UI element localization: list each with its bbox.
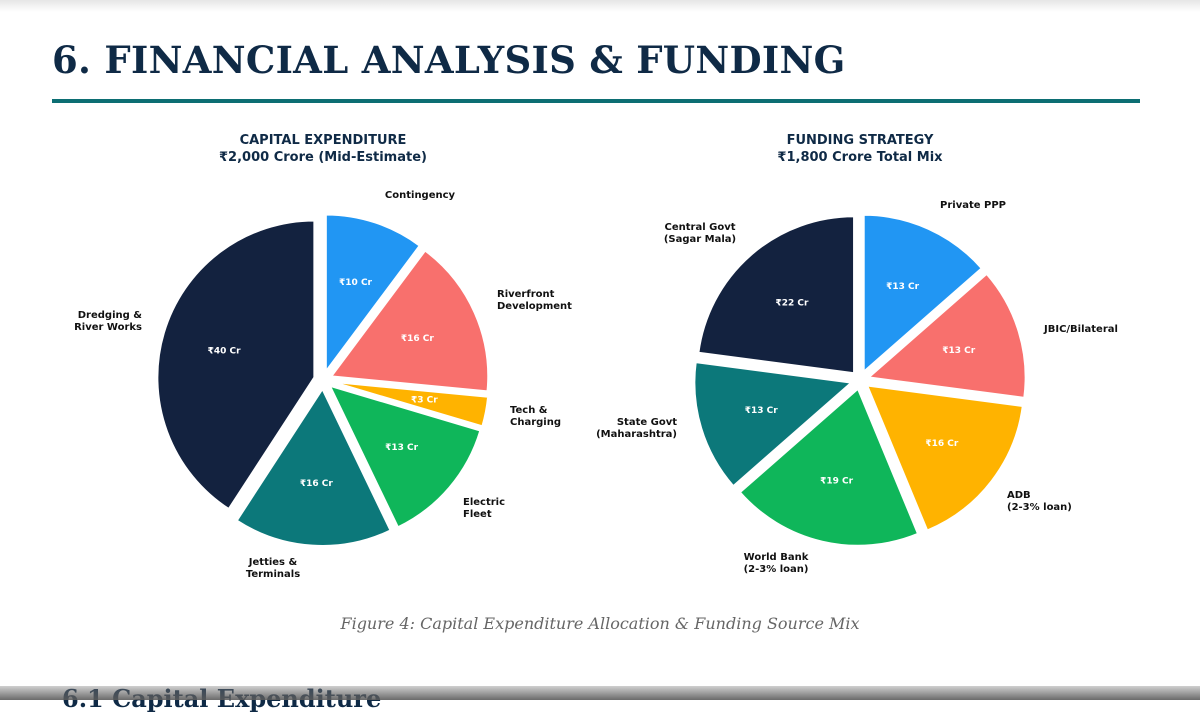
funding-category-label-world-bank-2-3-loan: World Bank (2-3% loan) <box>744 552 809 575</box>
funding-category-label-jbic-bilateral: JBIC/Bilateral <box>1043 324 1118 335</box>
funding-category-label-private-ppp: Private PPP <box>940 200 1006 211</box>
funding-slices: ₹13 Cr ₹13 Cr ₹16 Cr ₹19 Cr ₹13 Cr ₹22 Cr <box>693 213 1027 547</box>
capex-category-label-electric-fleet: Electric Fleet <box>463 497 505 520</box>
capex-slices: ₹10 Cr ₹16 Cr ₹3 Cr ₹13 Cr ₹16 Cr ₹40 Cr <box>156 213 490 547</box>
funding-labels: Private PPP JBIC/Bilateral ADB (2-3% loan) W… <box>596 200 1118 575</box>
funding-value-label-state-govt-maharashtra: ₹13 Cr <box>745 406 779 416</box>
page-title: 6. FINANCIAL ANALYSIS & FUNDING <box>52 38 846 82</box>
capex-slice-tech-charging <box>331 380 490 428</box>
capex-pie-chart: CAPITAL EXPENDITURE ₹2,000 Crore (Mid-Es… <box>74 133 572 580</box>
capex-labels: Contingency Riverfront Development Tech & Ch… <box>74 190 572 580</box>
capex-value-label-electric-fleet: ₹13 Cr <box>385 443 419 453</box>
funding-category-label-adb-2-3-loan: ADB (2-3% loan) <box>1007 490 1072 513</box>
figure-caption: Figure 4: Capital Expenditure Allocation… <box>340 614 860 633</box>
capex-value-label-jetties-terminals: ₹16 Cr <box>300 479 334 489</box>
funding-chart-title: FUNDING STRATEGY <box>787 133 934 148</box>
funding-pie-chart: FUNDING STRATEGY ₹1,800 Crore Total Mix … <box>596 133 1118 575</box>
capex-chart-title: CAPITAL EXPENDITURE <box>240 133 407 148</box>
capex-category-label-dredging-river-works: Dredging & River Works <box>74 310 142 333</box>
funding-value-label-private-ppp: ₹13 Cr <box>886 282 920 292</box>
capex-slice-contingency <box>324 213 422 375</box>
capex-slice-riverfront-development <box>329 249 490 393</box>
capex-slice-dredging-river-works <box>156 219 316 511</box>
funding-slice-central-govt-sagar-mala <box>697 215 856 375</box>
capex-value-label-dredging-river-works: ₹40 Cr <box>208 347 242 357</box>
capex-value-label-contingency: ₹10 Cr <box>339 278 373 288</box>
funding-slice-world-bank-2-3-loan <box>738 387 920 547</box>
funding-value-label-jbic-bilateral: ₹13 Cr <box>942 346 976 356</box>
funding-category-label-central-govt-sagar-mala: Central Govt (Sagar Mala) <box>664 222 736 245</box>
funding-value-label-world-bank-2-3-loan: ₹19 Cr <box>820 477 854 487</box>
capex-category-label-jetties-terminals: Jetties & Terminals <box>246 557 300 580</box>
funding-category-label-state-govt-maharashtra: State Govt (Maharashtra) <box>596 417 677 440</box>
capex-category-label-riverfront-development: Riverfront Development <box>497 289 572 312</box>
title-rule <box>52 99 1140 103</box>
funding-slice-state-govt-maharashtra <box>693 360 854 488</box>
capex-slice-electric-fleet <box>327 384 482 529</box>
capex-value-label-riverfront-development: ₹16 Cr <box>401 334 435 344</box>
funding-slice-private-ppp <box>862 213 984 375</box>
bottom-fade-overlay <box>0 686 1200 700</box>
capex-category-label-contingency: Contingency <box>385 190 456 201</box>
funding-slice-jbic-bilateral <box>866 272 1027 400</box>
capex-slice-jetties-terminals <box>235 386 392 547</box>
funding-slice-adb-2-3-loan <box>865 384 1024 532</box>
capex-category-label-tech-charging: Tech & Charging <box>510 405 561 428</box>
funding-value-label-central-govt-sagar-mala: ₹22 Cr <box>775 298 809 308</box>
top-shadow-bar <box>0 0 1200 12</box>
charts-figure: CAPITAL EXPENDITURE ₹2,000 Crore (Mid-Es… <box>74 133 1118 580</box>
capex-value-label-tech-charging: ₹3 Cr <box>411 396 438 406</box>
funding-value-label-adb-2-3-loan: ₹16 Cr <box>925 439 959 449</box>
funding-chart-subtitle: ₹1,800 Crore Total Mix <box>777 150 943 165</box>
capex-chart-subtitle: ₹2,000 Crore (Mid-Estimate) <box>219 150 427 165</box>
